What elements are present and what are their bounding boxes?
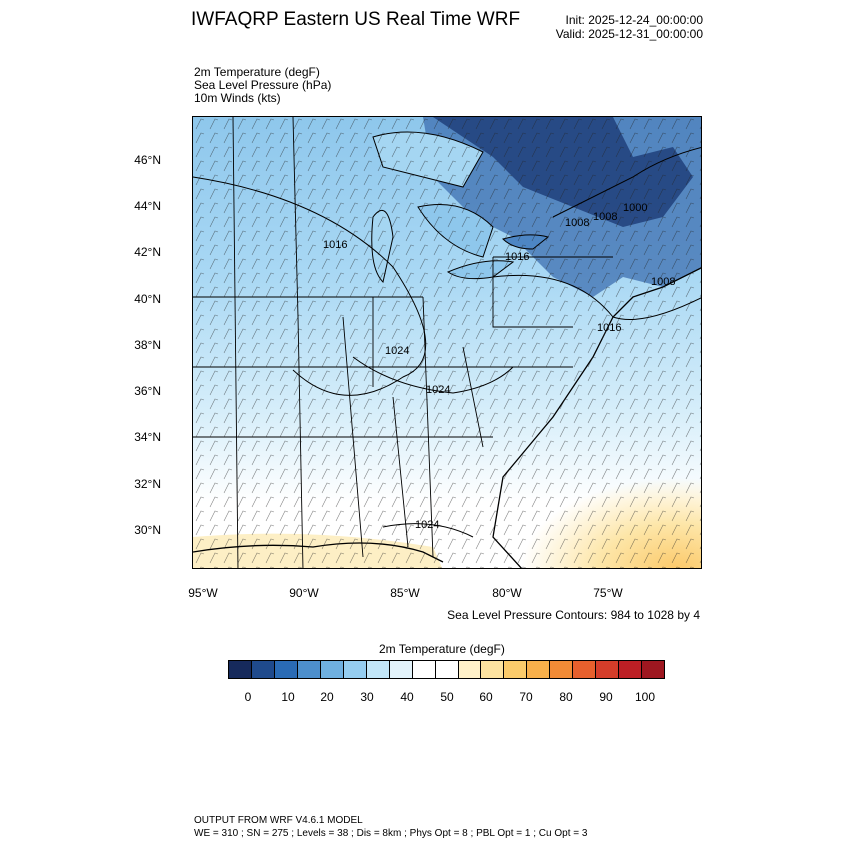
field-label-pressure: Sea Level Pressure (hPa)	[194, 78, 332, 92]
lat-tick: 32°N	[134, 477, 161, 491]
plot-title: IWFAQRP Eastern US Real Time WRF	[191, 9, 521, 30]
contour-label: 1024	[426, 384, 450, 396]
footer-model: OUTPUT FROM WRF V4.6.1 MODEL	[194, 815, 363, 826]
field-label-winds: 10m Winds (kts)	[194, 91, 281, 105]
lon-tick: 85°W	[390, 586, 420, 600]
lon-tick: 75°W	[593, 586, 623, 600]
colorbar-swatch	[343, 661, 367, 678]
colorbar-label: 100	[634, 690, 656, 704]
colorbar-swatch	[619, 661, 643, 678]
contour-label: 1024	[415, 519, 439, 531]
colorbar-swatch	[251, 661, 275, 678]
contour-label: 1008	[593, 211, 617, 223]
colorbar-label: 90	[599, 690, 613, 704]
pressure-contours	[193, 147, 701, 538]
contour-label: 1016	[323, 239, 347, 251]
lat-tick: 34°N	[134, 430, 161, 444]
lon-tick: 95°W	[188, 586, 218, 600]
colorbar-label: 70	[519, 690, 533, 704]
colorbar	[228, 660, 665, 679]
colorbar-swatch	[274, 661, 298, 678]
lon-tick: 90°W	[289, 586, 319, 600]
colorbar-swatch	[320, 661, 344, 678]
wind-barbs	[193, 117, 701, 568]
colorbar-swatch	[297, 661, 321, 678]
colorbar-label: 60	[479, 690, 493, 704]
colorbar-title: 2m Temperature (degF)	[379, 642, 505, 656]
colorbar-swatch	[504, 661, 528, 678]
contour-label: 1008	[651, 276, 675, 288]
valid-time: Valid: 2025-12-31_00:00:00	[555, 27, 703, 41]
colorbar-swatch	[389, 661, 413, 678]
colorbar-label: 0	[244, 690, 252, 704]
lat-tick: 44°N	[134, 199, 161, 213]
colorbar-swatch	[458, 661, 482, 678]
colorbar-swatch	[573, 661, 597, 678]
lat-tick: 46°N	[134, 153, 161, 167]
lat-tick: 42°N	[134, 245, 161, 259]
lat-tick: 30°N	[134, 523, 161, 537]
weather-map: 1016 1016 1008 1008 1000 1016 1024 1024 …	[192, 116, 702, 569]
footer-config: WE = 310 ; SN = 275 ; Levels = 38 ; Dis …	[194, 828, 588, 839]
colorbar-swatch	[229, 661, 252, 678]
colorbar-swatch	[366, 661, 390, 678]
colorbar-swatch	[412, 661, 436, 678]
colorbar-label: 80	[559, 690, 573, 704]
init-time: Init: 2025-12-24_00:00:00	[565, 13, 703, 27]
contour-label: 1016	[597, 322, 621, 334]
colorbar-label: 40	[400, 690, 414, 704]
colorbar-swatch	[550, 661, 574, 678]
lon-tick: 80°W	[492, 586, 522, 600]
lat-tick: 36°N	[134, 384, 161, 398]
map-graphic: 1016 1016 1008 1008 1000 1016 1024 1024 …	[193, 117, 701, 568]
contour-label: 1024	[385, 345, 409, 357]
colorbar-swatch	[481, 661, 505, 678]
colorbar-label: 50	[440, 690, 454, 704]
colorbar-swatch	[642, 661, 665, 678]
slp-contour-note: Sea Level Pressure Contours: 984 to 1028…	[447, 608, 700, 622]
colorbar-swatch	[435, 661, 459, 678]
lat-tick: 38°N	[134, 338, 161, 352]
colorbar-swatch	[527, 661, 551, 678]
colorbar-label: 30	[360, 690, 374, 704]
lat-tick: 40°N	[134, 292, 161, 306]
field-label-temperature: 2m Temperature (degF)	[194, 65, 320, 79]
colorbar-label: 10	[281, 690, 295, 704]
contour-label: 1016	[505, 251, 529, 263]
contour-label: 1000	[623, 202, 647, 214]
colorbar-swatch	[596, 661, 620, 678]
contour-label: 1008	[565, 217, 589, 229]
colorbar-label: 20	[320, 690, 334, 704]
contour-labels: 1016 1016 1008 1008 1000 1016 1024 1024 …	[323, 202, 675, 531]
